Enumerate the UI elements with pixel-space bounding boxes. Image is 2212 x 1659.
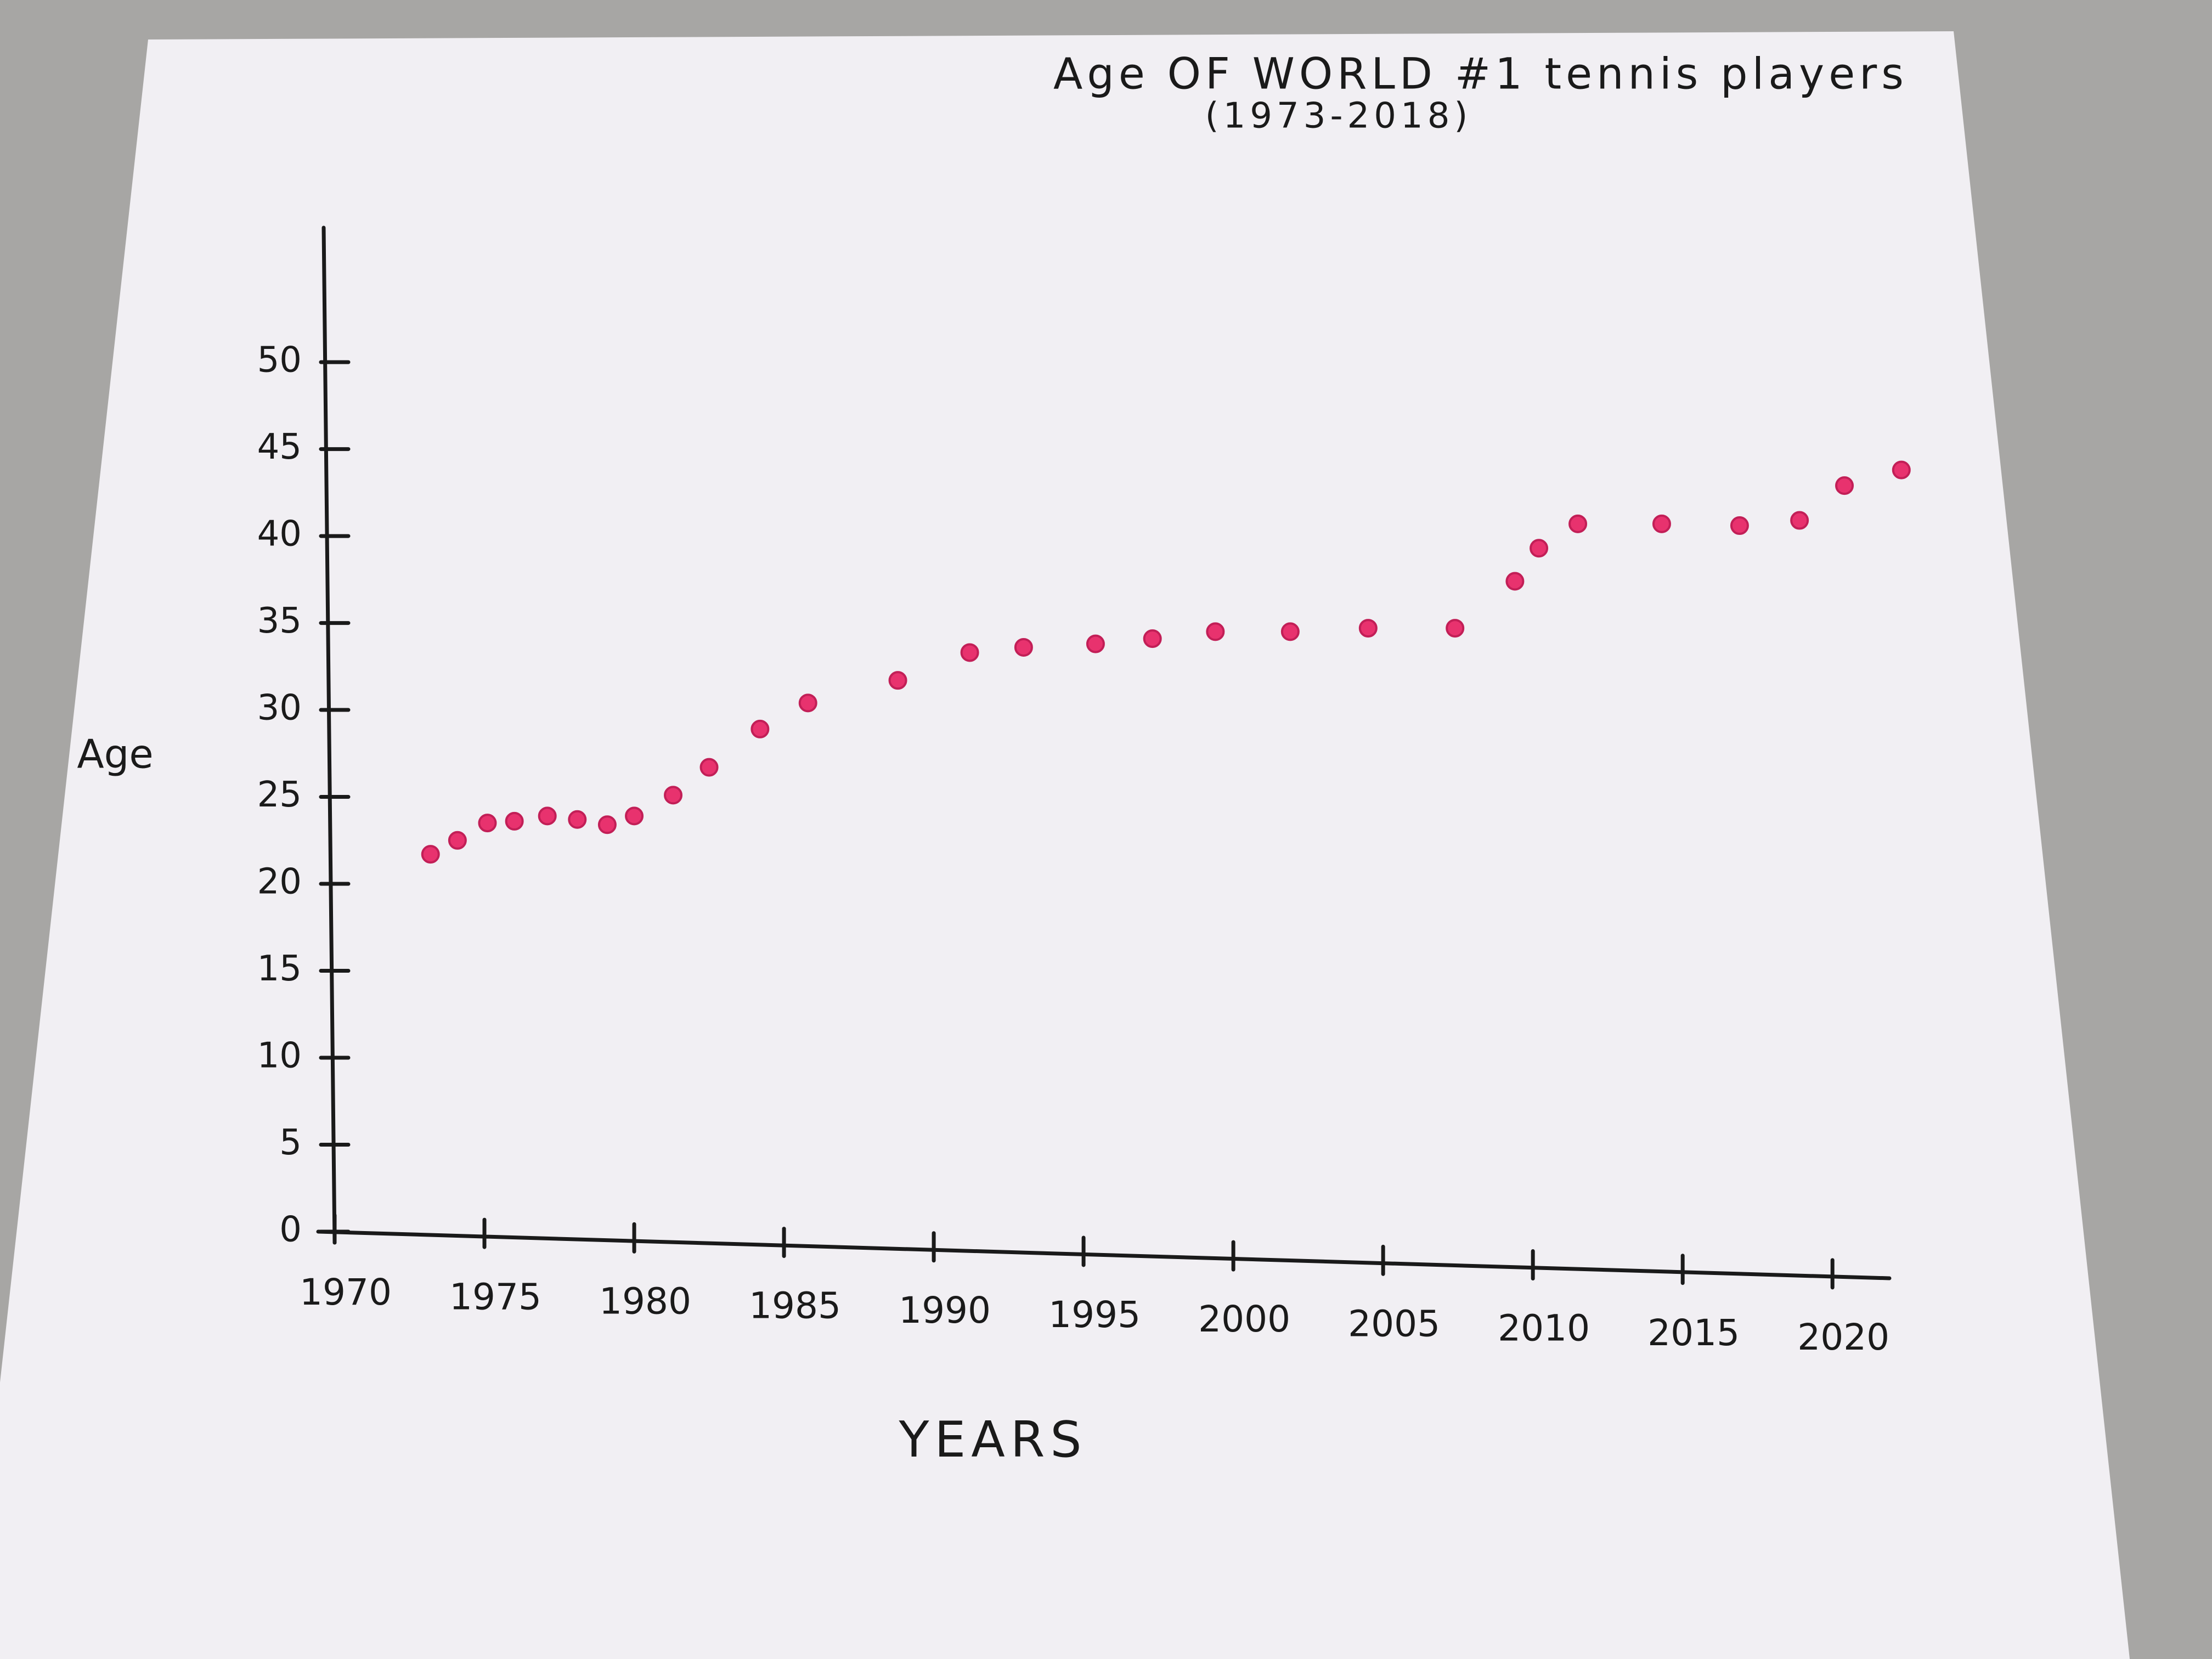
- data-point: [1530, 539, 1549, 558]
- data-point: [1446, 619, 1465, 638]
- y-tick-label: 25: [257, 775, 302, 815]
- x-tick-label: 2000: [1198, 1298, 1290, 1340]
- y-tick-label: 5: [279, 1122, 302, 1163]
- data-point: [421, 845, 440, 864]
- x-tick-label: 2015: [1647, 1312, 1740, 1354]
- data-point: [664, 786, 683, 805]
- y-tick-label: 30: [257, 688, 302, 729]
- x-tick-label: 1990: [899, 1289, 991, 1331]
- data-point: [1014, 637, 1033, 657]
- data-point: [625, 806, 644, 826]
- data-point: [1280, 622, 1300, 641]
- x-axis: [316, 1229, 1892, 1280]
- data-point: [1835, 476, 1854, 495]
- y-tick-label: 10: [257, 1036, 302, 1076]
- x-tick-label: 1995: [1048, 1294, 1141, 1336]
- x-axis-label: YEARS: [898, 1411, 1087, 1469]
- y-tick-label: 35: [257, 601, 302, 641]
- data-point: [568, 810, 587, 829]
- data-point: [751, 719, 770, 738]
- y-tick-label: 0: [279, 1210, 302, 1250]
- data-point: [1790, 511, 1809, 530]
- data-point: [1652, 514, 1671, 533]
- x-tick-label: 2020: [1797, 1316, 1889, 1358]
- y-tick-label: 15: [257, 949, 302, 989]
- data-point: [1892, 460, 1911, 479]
- y-tick-label: 45: [257, 427, 302, 467]
- x-tick-label: 1980: [599, 1280, 691, 1322]
- data-point: [478, 814, 497, 833]
- y-tick-label: 50: [257, 340, 302, 381]
- y-axis-label: Age: [77, 731, 153, 777]
- paper: [0, 31, 2130, 1659]
- data-point: [538, 806, 557, 826]
- data-point: [505, 811, 524, 831]
- data-point: [1358, 619, 1378, 638]
- data-point: [1206, 622, 1225, 641]
- chart-title: Age OF WORLD #1 tennis players: [1053, 49, 1908, 99]
- x-tick-label: 2005: [1348, 1302, 1440, 1345]
- data-point: [448, 831, 467, 850]
- data-point: [888, 671, 907, 690]
- data-point: [960, 643, 979, 662]
- x-tick-label: 1975: [449, 1276, 541, 1318]
- x-tick-label: 1985: [749, 1285, 841, 1327]
- data-point: [597, 815, 617, 834]
- x-tick-label: 1970: [300, 1271, 392, 1313]
- x-tick-label: 2010: [1498, 1307, 1590, 1350]
- data-point: [1086, 634, 1105, 653]
- chart-subtitle: (1973-2018): [1205, 96, 1472, 137]
- data-point: [1568, 514, 1588, 533]
- y-tick-label: 40: [257, 514, 302, 555]
- data-point: [699, 758, 719, 777]
- y-axis: [321, 225, 337, 1245]
- data-point: [798, 693, 817, 713]
- data-point: [1730, 516, 1749, 535]
- data-point: [1505, 572, 1525, 591]
- data-point: [1143, 629, 1162, 648]
- y-tick-label: 20: [257, 862, 302, 902]
